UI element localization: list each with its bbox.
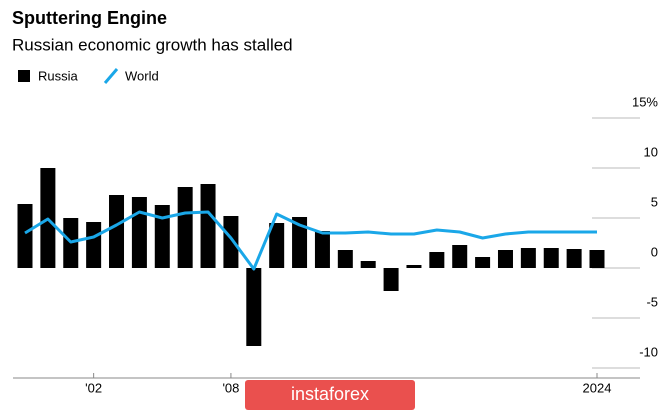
bar — [383, 268, 399, 291]
bar — [314, 231, 330, 268]
y-tick-label: -5 — [646, 294, 658, 309]
x-tick-label: '02 — [85, 380, 102, 395]
x-tick-label: 2024 — [583, 380, 612, 395]
bar — [269, 223, 285, 268]
bar — [200, 184, 216, 268]
y-tick-label: 15% — [632, 94, 658, 109]
legend-swatch — [18, 70, 30, 82]
bar — [86, 222, 102, 268]
bar — [177, 187, 193, 268]
legend-label: Russia — [38, 68, 79, 83]
x-tick-label: '08 — [222, 380, 239, 395]
bar — [543, 248, 559, 268]
bar — [452, 245, 468, 268]
legend-label: World — [125, 68, 159, 83]
bar — [131, 197, 147, 268]
watermark-box — [245, 380, 415, 410]
y-tick-label: -10 — [639, 344, 658, 359]
watermark: instaforex — [291, 384, 369, 404]
bar — [520, 248, 536, 268]
legend-swatch — [103, 68, 119, 84]
bar — [109, 195, 125, 268]
bar — [497, 250, 513, 268]
y-tick-label: 5 — [651, 194, 658, 209]
bar — [429, 252, 445, 268]
chart-title: Sputtering Engine — [12, 8, 167, 28]
bar — [154, 205, 170, 268]
bar — [246, 268, 262, 346]
chart-subtitle: Russian economic growth has stalled — [12, 35, 293, 54]
bar — [223, 216, 239, 268]
y-tick-label: 10 — [644, 144, 658, 159]
bar — [337, 250, 353, 268]
bar — [406, 265, 422, 268]
bar — [292, 217, 308, 268]
bar — [566, 249, 582, 268]
bar — [17, 204, 33, 268]
bar — [475, 257, 491, 268]
y-tick-label: 0 — [651, 244, 658, 259]
bar — [360, 261, 376, 268]
bar — [589, 250, 605, 268]
line — [24, 210, 597, 271]
